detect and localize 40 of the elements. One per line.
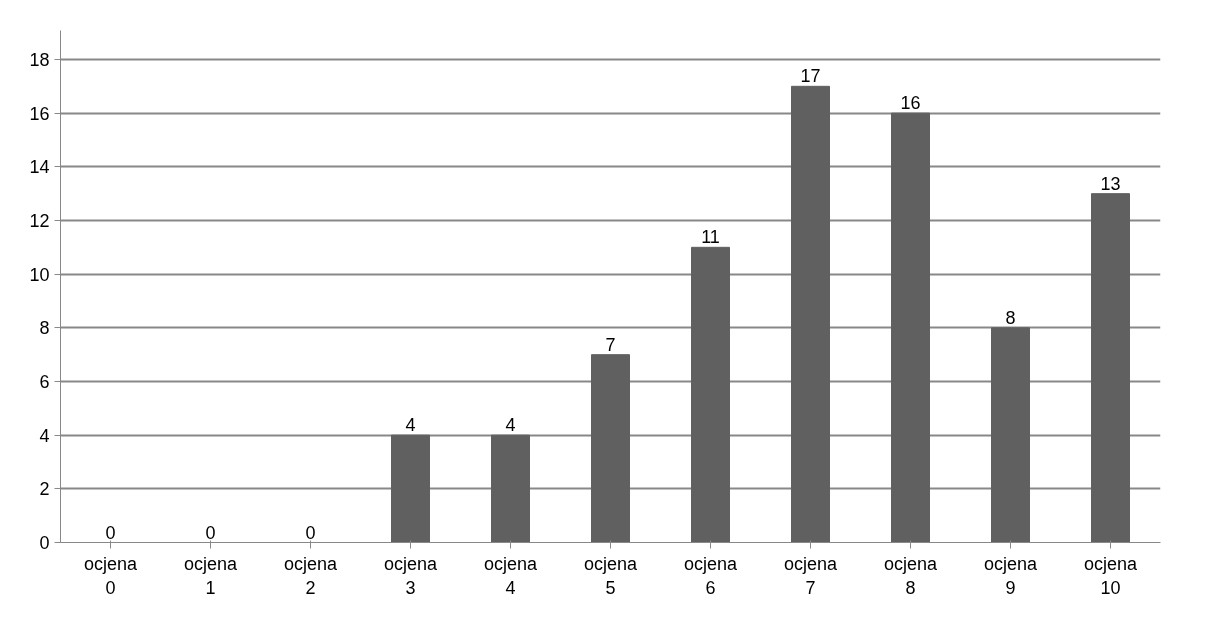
data-label: 17 [800, 66, 821, 87]
y-tick-label: 4 [39, 425, 50, 446]
data-label: 0 [205, 522, 216, 543]
y-tick-label: 18 [29, 49, 50, 70]
data-label: 16 [900, 93, 921, 114]
x-tick-label: ocjena 5 [583, 553, 639, 598]
y-tick-label: 0 [39, 533, 50, 553]
y-tick-label: 12 [29, 210, 50, 231]
bar [391, 434, 430, 543]
bar [791, 85, 830, 543]
x-tick-label: ocjena 6 [683, 553, 739, 598]
bar [591, 354, 630, 543]
data-label: 0 [305, 522, 316, 543]
x-tick-label: ocjena 0 [83, 553, 139, 598]
data-label: 11 [701, 227, 720, 248]
data-label: 8 [1005, 307, 1016, 328]
y-tick-label: 6 [39, 371, 50, 392]
y-tick-label: 16 [29, 103, 50, 124]
data-label: 4 [405, 415, 416, 436]
bar [891, 112, 930, 543]
x-tick-label: ocjena 3 [383, 553, 439, 598]
x-tick-label: ocjena 2 [283, 553, 339, 598]
y-tick-label: 2 [39, 479, 50, 500]
y-tick-label: 14 [29, 157, 50, 178]
y-tick-label: 10 [29, 264, 50, 285]
data-label: 0 [105, 522, 116, 543]
data-label: 13 [1100, 173, 1121, 194]
bar [1091, 193, 1130, 543]
bar [991, 327, 1030, 543]
x-tick-label: ocjena 4 [483, 553, 539, 598]
x-tick-label: ocjena 8 [883, 553, 939, 598]
y-tick-label: 8 [39, 318, 50, 339]
data-label: 4 [505, 415, 516, 436]
x-tick-label: ocjena 1 [183, 553, 239, 598]
data-label: 7 [605, 334, 616, 355]
bar [691, 246, 730, 543]
x-tick-label: ocjena 7 [783, 553, 839, 598]
x-tick-label: ocjena 10 [1083, 553, 1139, 598]
bar [491, 434, 530, 543]
x-tick-label: ocjena 9 [983, 553, 1039, 598]
